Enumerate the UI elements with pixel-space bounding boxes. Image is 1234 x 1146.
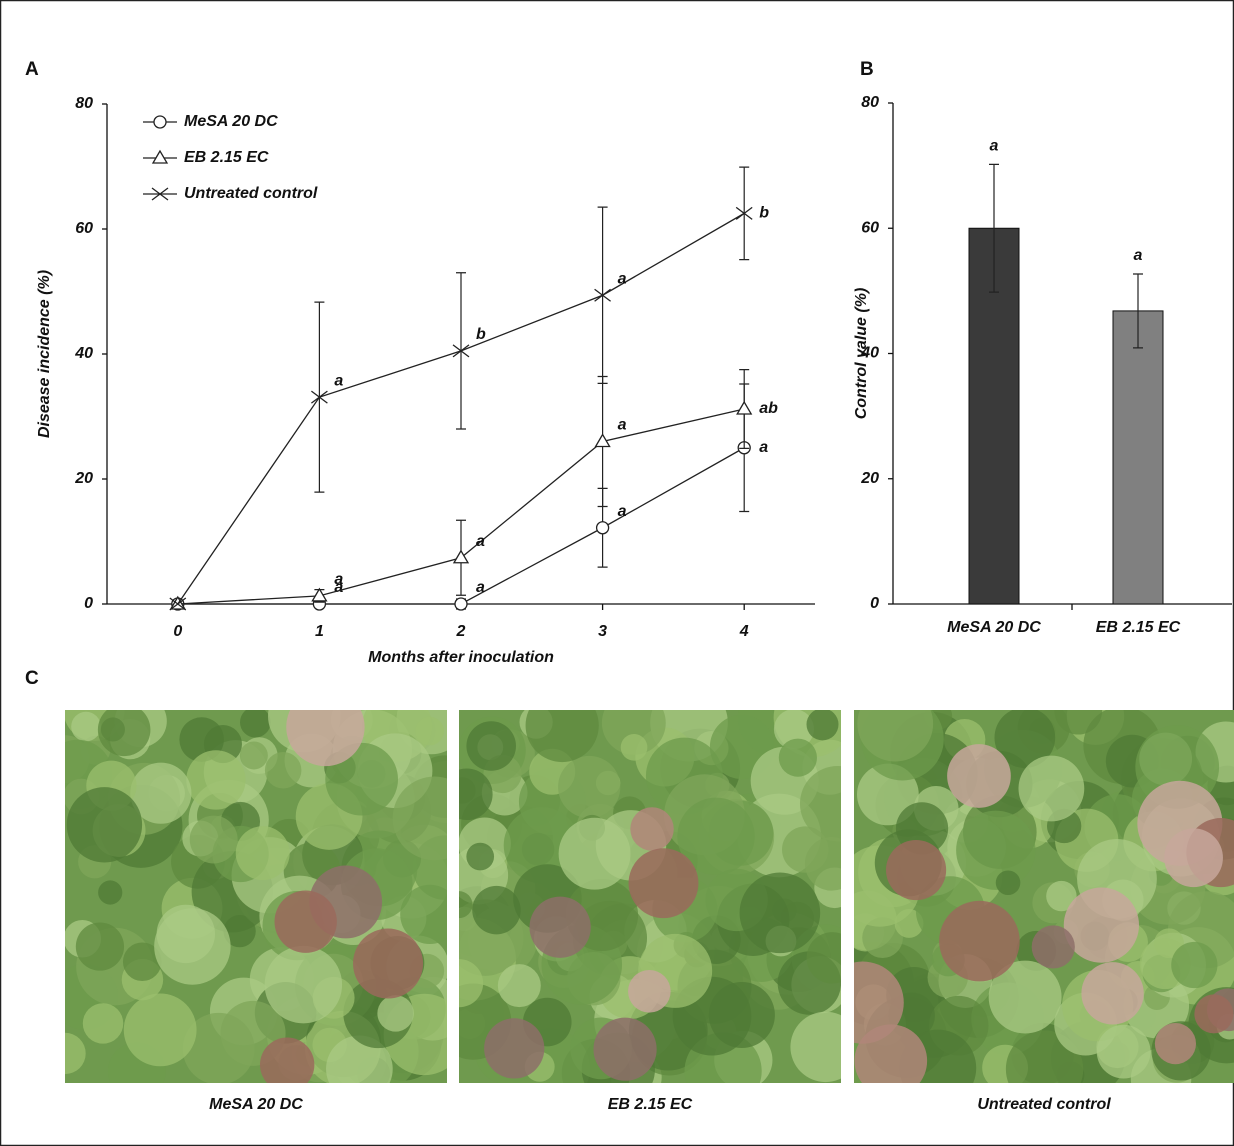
x-tick-label: 0 bbox=[173, 623, 182, 640]
significance-letter: a bbox=[618, 417, 627, 434]
dead-canopy bbox=[1164, 828, 1223, 887]
dead-canopy bbox=[1032, 925, 1075, 968]
x-tick-label: 4 bbox=[739, 623, 749, 640]
canopy bbox=[71, 712, 101, 742]
dead-canopy bbox=[1064, 888, 1139, 963]
dead-canopy bbox=[484, 1018, 544, 1078]
canopy bbox=[709, 982, 775, 1048]
canopy bbox=[1097, 1025, 1151, 1079]
panel-label: A bbox=[25, 59, 39, 80]
canopy bbox=[190, 816, 238, 864]
canopy bbox=[807, 708, 839, 740]
x-tick-label: MeSA 20 DC bbox=[947, 619, 1041, 636]
x-tick-label: 3 bbox=[598, 623, 607, 640]
canopy bbox=[240, 741, 268, 769]
canopy bbox=[265, 946, 342, 1023]
panel-label: C bbox=[25, 668, 39, 689]
dead-canopy bbox=[886, 840, 946, 900]
dead-canopy bbox=[939, 901, 1020, 982]
canopy bbox=[466, 843, 494, 871]
canopy bbox=[498, 964, 541, 1007]
significance-letter: a bbox=[618, 503, 627, 520]
y-tick-label: 40 bbox=[74, 345, 93, 362]
canopy bbox=[472, 886, 521, 935]
photo-caption: MeSA 20 DC bbox=[209, 1096, 303, 1113]
canopy bbox=[265, 752, 302, 789]
canopy bbox=[236, 826, 290, 880]
marker bbox=[154, 116, 166, 128]
dead-canopy bbox=[275, 890, 337, 952]
dead-canopy bbox=[593, 1018, 656, 1081]
canopy bbox=[377, 995, 413, 1031]
canopy bbox=[124, 993, 197, 1066]
photos: MeSA 20 DC EB 2.15 EC Untreated control bbox=[42, 674, 1234, 1114]
canopy bbox=[779, 739, 817, 777]
photo bbox=[820, 686, 1234, 1109]
canopy bbox=[83, 1003, 123, 1043]
dead-canopy bbox=[1194, 994, 1233, 1033]
y-tick-label: 0 bbox=[870, 595, 879, 612]
canopy bbox=[1171, 942, 1217, 988]
canopy bbox=[466, 721, 516, 771]
y-tick-label: 60 bbox=[861, 219, 879, 236]
canopy bbox=[740, 873, 821, 954]
bar bbox=[1113, 311, 1163, 604]
legend-label: Untreated control bbox=[184, 185, 318, 202]
photo bbox=[42, 680, 477, 1103]
photo-caption: EB 2.15 EC bbox=[608, 1096, 693, 1113]
marker bbox=[597, 522, 609, 534]
figure: A B C MeSA 20 DC EB 2.15 EC Untreated cont… bbox=[0, 0, 1234, 1146]
dead-canopy bbox=[947, 744, 1011, 808]
canopy bbox=[558, 756, 620, 818]
x-tick-label: 1 bbox=[315, 623, 324, 640]
canopy bbox=[76, 922, 124, 970]
y-tick-label: 80 bbox=[75, 95, 93, 112]
dead-canopy bbox=[1155, 1023, 1196, 1064]
canopy bbox=[154, 908, 230, 984]
photo-caption: Untreated control bbox=[977, 1096, 1111, 1113]
dead-canopy bbox=[353, 929, 423, 999]
significance-letter: a bbox=[334, 571, 343, 588]
significance-letter: a bbox=[990, 138, 999, 155]
dead-canopy bbox=[529, 897, 590, 958]
y-tick-label: 60 bbox=[75, 220, 93, 237]
canopy bbox=[956, 811, 1035, 890]
y-tick-label: 80 bbox=[861, 94, 879, 111]
significance-letter: ab bbox=[759, 400, 778, 417]
canopy bbox=[98, 704, 151, 757]
legend-label: MeSA 20 DC bbox=[184, 113, 278, 130]
significance-letter: a bbox=[334, 372, 343, 389]
significance-letter: b bbox=[759, 205, 769, 222]
canopy bbox=[98, 880, 122, 904]
canopy bbox=[67, 787, 142, 862]
canopy bbox=[996, 870, 1021, 895]
dead-canopy bbox=[628, 970, 671, 1013]
dead-canopy bbox=[630, 807, 673, 850]
marker bbox=[455, 598, 467, 610]
y-axis-title: Control value (%) bbox=[853, 288, 870, 420]
y-tick-label: 0 bbox=[84, 595, 93, 612]
significance-letter: a bbox=[618, 270, 627, 287]
x-axis-title: Months after inoculation bbox=[368, 649, 554, 666]
panel-label: B bbox=[860, 59, 874, 80]
legend-label: EB 2.15 EC bbox=[184, 149, 269, 166]
y-axis-title: Disease incidence (%) bbox=[36, 270, 53, 438]
significance-letter: a bbox=[476, 579, 485, 596]
significance-letter: a bbox=[1134, 247, 1143, 264]
y-tick-label: 20 bbox=[860, 470, 879, 487]
x-tick-label: EB 2.15 EC bbox=[1096, 619, 1181, 636]
dead-canopy bbox=[1081, 962, 1143, 1024]
y-tick-label: 20 bbox=[74, 470, 93, 487]
significance-letter: a bbox=[759, 439, 768, 456]
significance-letter: a bbox=[476, 533, 485, 550]
canopy bbox=[1018, 756, 1084, 822]
x-tick-label: 2 bbox=[456, 623, 466, 640]
significance-letter: b bbox=[476, 326, 486, 343]
canopy bbox=[240, 707, 271, 738]
photo bbox=[425, 674, 875, 1110]
canopy bbox=[559, 818, 631, 890]
dead-canopy bbox=[629, 848, 699, 918]
canopy bbox=[621, 734, 648, 761]
canopy bbox=[186, 750, 245, 809]
